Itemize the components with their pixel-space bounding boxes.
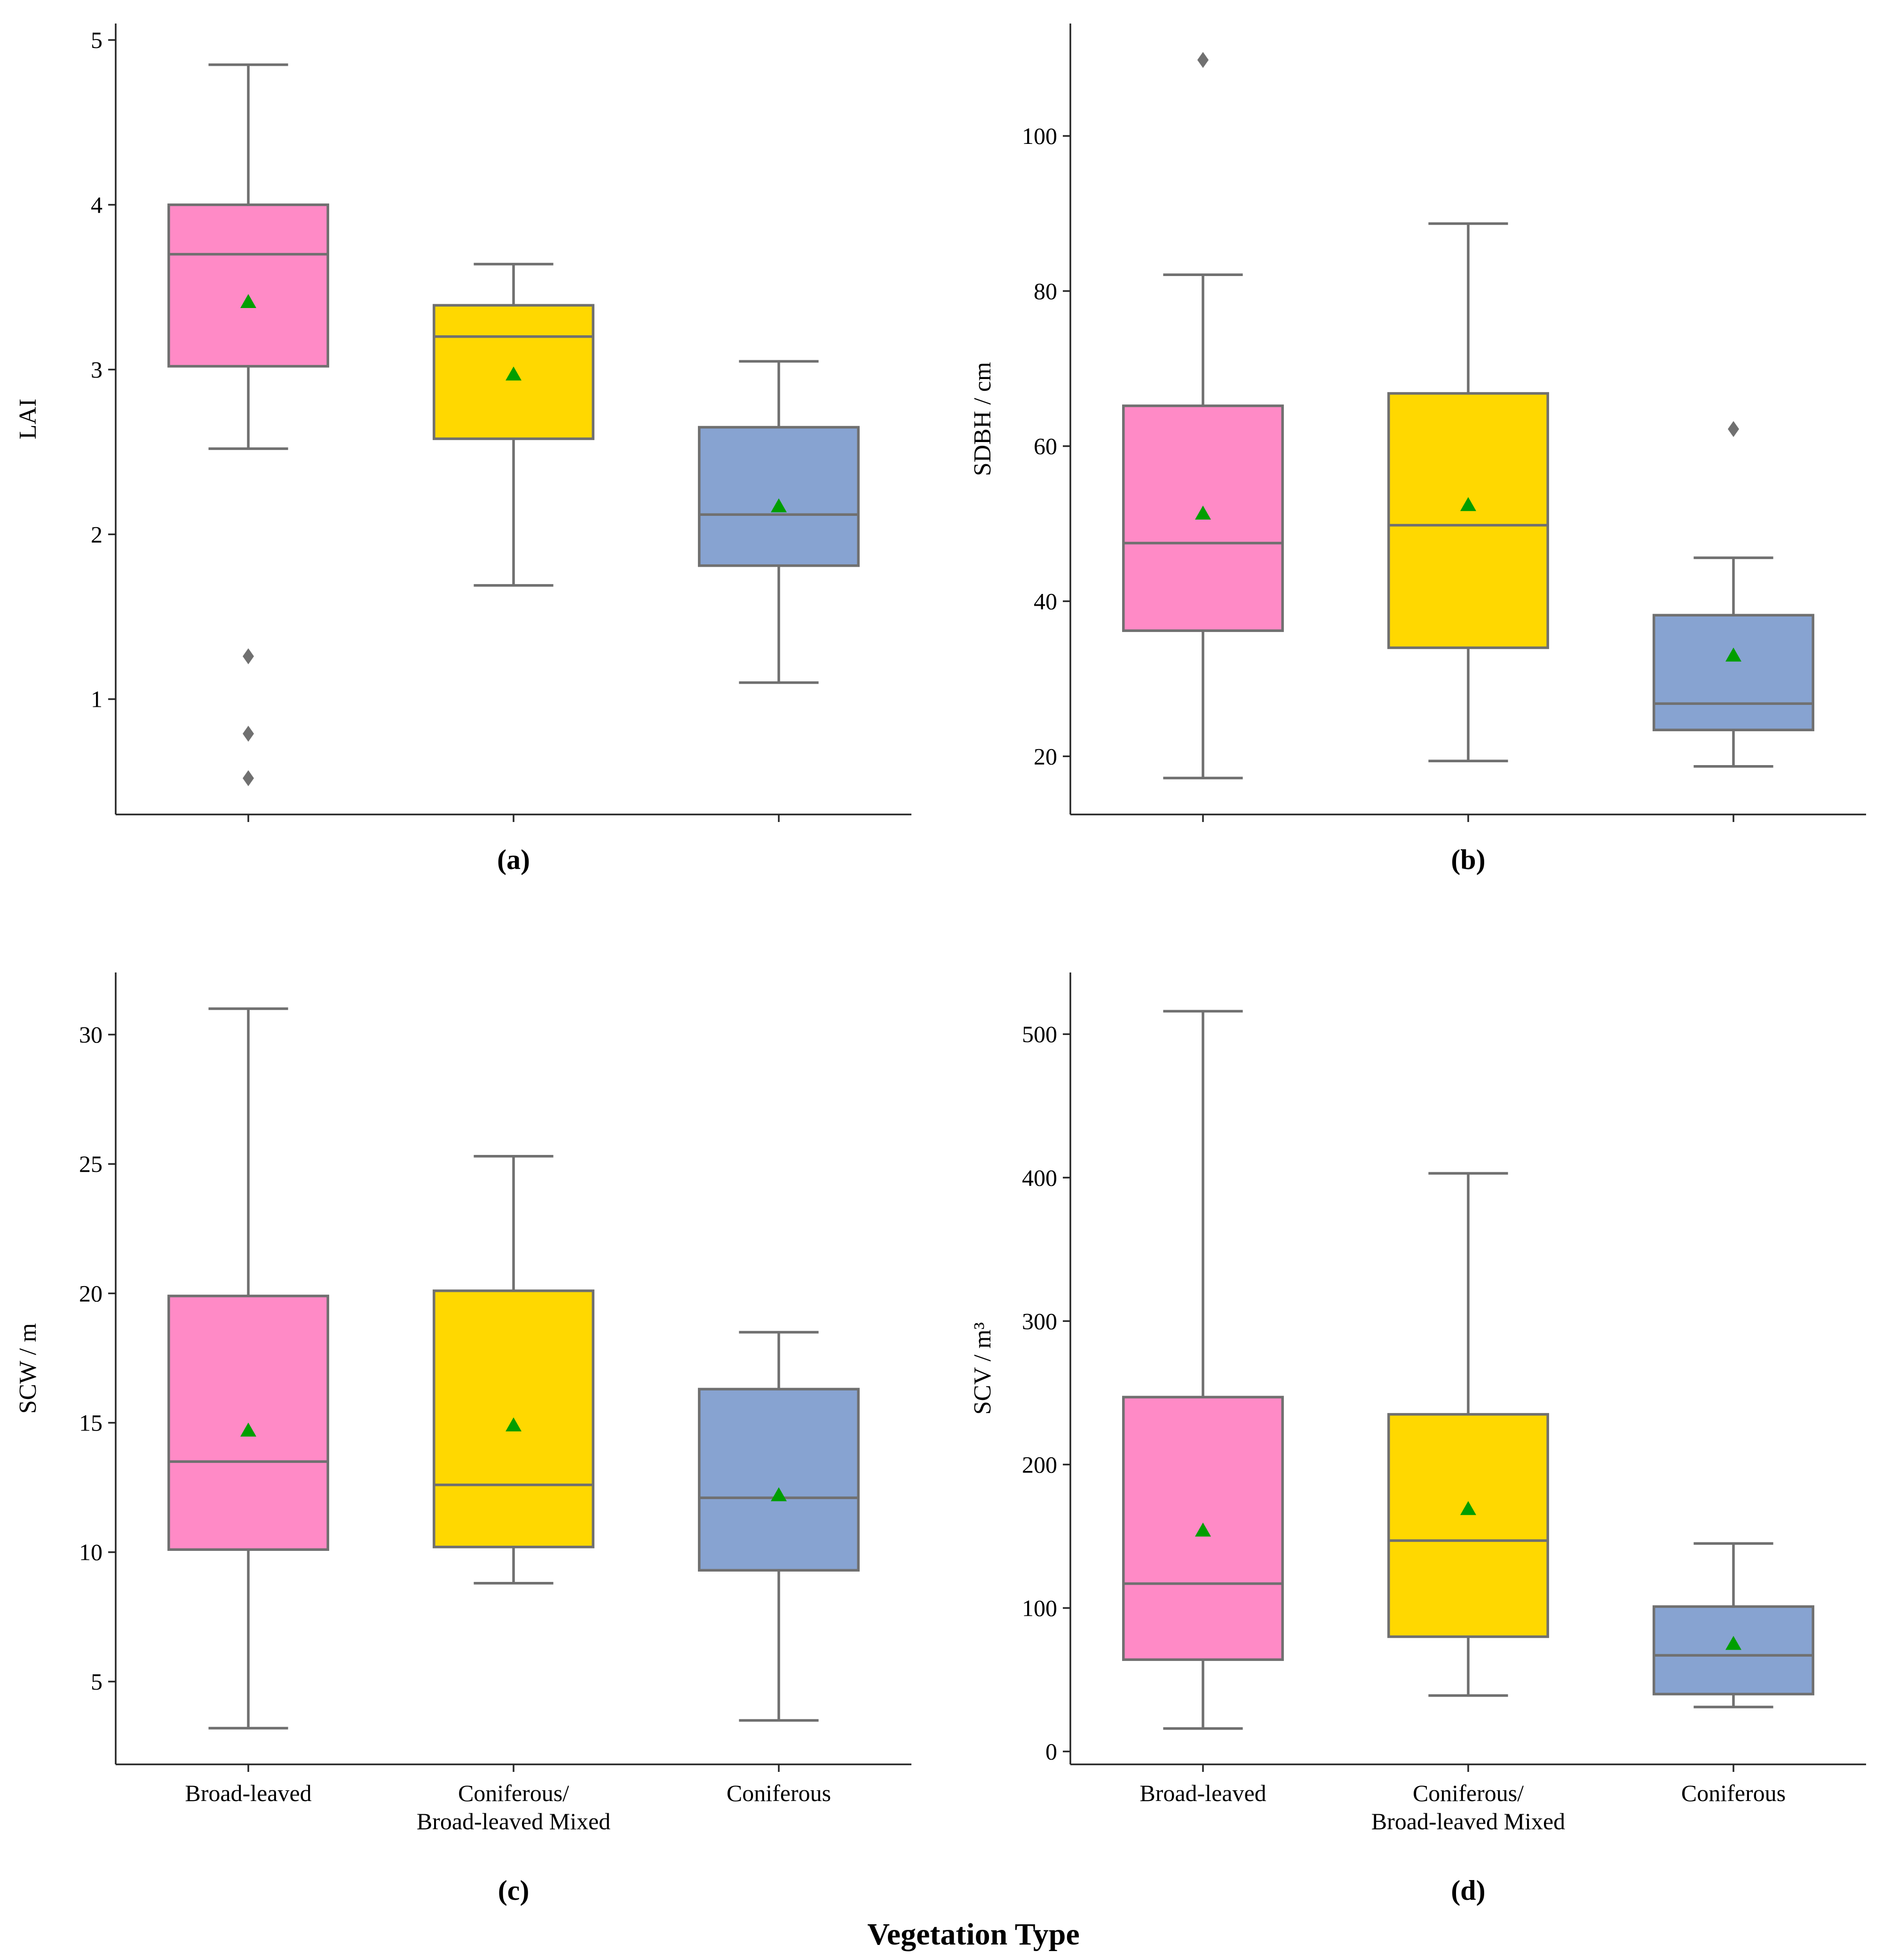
y-tick-label: 5: [91, 1668, 103, 1695]
x-category-label: Broad-leaved: [1139, 1780, 1266, 1806]
y-tick-label: 5: [91, 27, 103, 53]
y-tick-label: 400: [1022, 1164, 1057, 1191]
y-tick-label: 30: [79, 1021, 103, 1048]
iqr-box: [698, 1388, 860, 1572]
panel-b-sdbh: 20 40 60 80 100 SDBH / cm (b): [969, 24, 1866, 875]
mean-marker: [1725, 647, 1741, 662]
y-tick-label: 500: [1022, 1021, 1057, 1047]
y-tick-label: 3: [91, 356, 103, 383]
iqr-box: [1653, 1605, 1814, 1696]
y-tick-label: 1: [91, 686, 103, 712]
box-2: [433, 262, 594, 822]
panel-d-scv: 0 100 200 300 400 500 SCV / m³ Broad-leaved Coni…: [969, 972, 1866, 1906]
y-tick-label: 20: [79, 1280, 103, 1306]
y-tick-label: 15: [79, 1410, 103, 1436]
outlier-point: [1197, 52, 1209, 68]
box-1: [1122, 1010, 1284, 1772]
panel-label: (c): [498, 1875, 530, 1906]
y-axis-label: SDBH / cm: [969, 362, 996, 476]
mean-marker: [1195, 506, 1211, 520]
mean-marker: [240, 294, 256, 308]
x-category-label: Broad-leaved Mixed: [1371, 1808, 1565, 1834]
box-2: [433, 1154, 594, 1772]
box-3: [1653, 1542, 1814, 1772]
mean-marker: [1460, 497, 1476, 511]
box-2: [1387, 1172, 1549, 1772]
box-1: [1122, 52, 1284, 822]
box-1: [167, 63, 329, 822]
mean-marker: [240, 1423, 256, 1437]
panel-label: (a): [497, 844, 530, 875]
iqr-box: [1387, 1413, 1549, 1638]
outlier-point: [243, 648, 254, 664]
mean-marker: [1725, 1636, 1741, 1650]
x-category-label: Coniferous/: [458, 1780, 569, 1806]
x-category-label: Coniferous: [727, 1780, 831, 1806]
y-tick-label: 20: [1034, 743, 1057, 769]
iqr-box: [698, 426, 860, 567]
y-axis-label: SCW / m: [15, 1323, 41, 1414]
y-tick-label: 300: [1022, 1308, 1057, 1334]
y-axis-label: SCV / m³: [969, 1322, 996, 1415]
mean-marker: [506, 1417, 522, 1431]
outlier-point: [243, 726, 254, 742]
mean-marker: [506, 366, 522, 381]
y-tick-label: 2: [91, 521, 103, 547]
iqr-box: [167, 203, 329, 368]
panel-label: (b): [1451, 844, 1485, 875]
y-tick-label: 0: [1045, 1739, 1057, 1765]
y-tick-label: 25: [79, 1151, 103, 1177]
x-category-label: Coniferous: [1681, 1780, 1786, 1806]
box-3: [1653, 421, 1814, 822]
box-3: [698, 360, 860, 822]
mean-marker: [1195, 1522, 1211, 1537]
y-tick-label: 10: [79, 1539, 103, 1565]
box-2: [1387, 222, 1549, 822]
y-tick-label: 80: [1034, 278, 1057, 304]
figure-x-axis-label: Vegetation Type: [867, 1917, 1080, 1952]
x-category-label: Coniferous/: [1413, 1780, 1524, 1806]
x-category-label: Broad-leaved Mixed: [417, 1808, 610, 1834]
y-axis-label: LAI: [15, 399, 41, 440]
panel-label: (d): [1451, 1875, 1485, 1906]
x-category-label: Broad-leaved: [185, 1780, 311, 1806]
outlier-point: [1728, 421, 1739, 437]
mean-marker: [1460, 1501, 1476, 1515]
box-3: [698, 1331, 860, 1772]
mean-marker: [771, 498, 787, 513]
y-tick-label: 4: [91, 191, 103, 218]
panel-a-lai: 1 2 3 4 5 LAI (a): [15, 24, 911, 875]
y-tick-label: 60: [1034, 433, 1057, 459]
panel-c-scw: 5 10 15 20 25 30 SCW / m Broad-leaved Coniferous…: [15, 972, 911, 1906]
y-tick-label: 40: [1034, 588, 1057, 615]
y-tick-label: 200: [1022, 1451, 1057, 1478]
outlier-point: [243, 770, 254, 786]
mean-marker: [771, 1487, 787, 1502]
y-tick-label: 100: [1022, 1595, 1057, 1621]
iqr-box: [1653, 614, 1814, 732]
y-tick-label: 100: [1022, 123, 1057, 149]
box-1: [167, 1007, 329, 1772]
iqr-box: [1387, 392, 1549, 649]
